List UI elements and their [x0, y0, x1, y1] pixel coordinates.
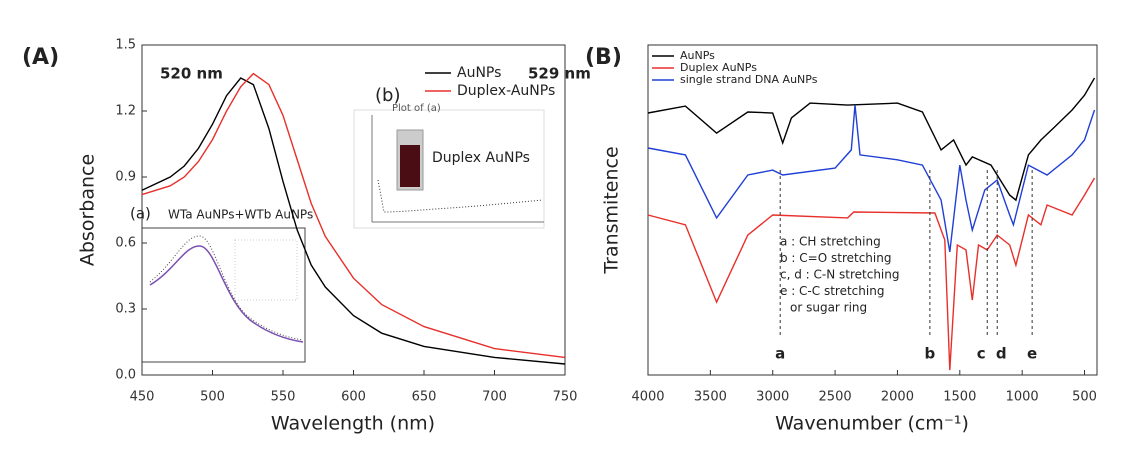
y-axis-label: Absorbance [77, 154, 99, 266]
x-tick-label: 3000 [756, 390, 789, 405]
y-tick-label: 0.9 [115, 170, 136, 185]
series-line [141, 77, 566, 365]
y-tick-label: 0.0 [115, 368, 136, 383]
plot-frame [647, 44, 1098, 376]
inset-frame [353, 109, 545, 229]
annotation: 520 nm [160, 65, 223, 83]
x-tick-label: 2500 [819, 390, 852, 405]
marker-label: b [924, 345, 935, 363]
inset-legend [234, 239, 298, 301]
y-tick-label: 1.5 [115, 38, 136, 53]
note: a : CH stretching [780, 235, 881, 249]
note: or sugar ring [790, 301, 867, 315]
series-line [647, 105, 1096, 253]
y-axis-label: Transmitence [601, 146, 623, 274]
x-tick-label: 550 [271, 390, 296, 405]
legend-label: single strand DNA AuNPs [680, 73, 818, 86]
annotation: 529 nm [528, 65, 591, 83]
x-tick-label: 600 [341, 390, 366, 405]
inset-title: WTa AuNPs+WTb AuNPs [168, 208, 313, 222]
note: b : C=O stretching [780, 251, 891, 265]
marker-label: d [996, 345, 1007, 363]
x-tick-label: 450 [130, 390, 155, 405]
x-tick-label: 750 [553, 390, 578, 405]
inset-curve [149, 245, 304, 343]
inset-frame [141, 227, 306, 363]
y-tick-label: 0.3 [115, 302, 136, 317]
x-tick-label: 1000 [1006, 390, 1039, 405]
series-line [647, 177, 1096, 371]
inset-title: Plot of (a) [392, 103, 441, 114]
x-tick-label: 700 [482, 390, 507, 405]
y-tick-label: 0.6 [115, 236, 136, 251]
x-tick-label: 3500 [694, 390, 727, 405]
inset-label: (b) [375, 85, 400, 106]
x-tick-label: 500 [1072, 390, 1097, 405]
legend-label: Duplex-AuNPs [457, 83, 555, 99]
note: e : C-C stretching [780, 284, 884, 298]
x-axis-label: Wavelength (nm) [271, 413, 435, 435]
x-tick-label: 2000 [881, 390, 914, 405]
inset-label: (a) [130, 205, 151, 223]
panel-label: (A) [22, 45, 59, 70]
series-line [141, 72, 566, 359]
x-tick-label: 500 [200, 390, 225, 405]
x-tick-label: 650 [412, 390, 437, 405]
note: c, d : C-N stretching [780, 268, 900, 282]
marker-label: a [775, 345, 785, 363]
x-tick-label: 1500 [943, 390, 976, 405]
inset-curve [377, 179, 544, 213]
x-axis-label: Wavenumber (cm⁻¹) [775, 413, 969, 435]
marker-label: e [1027, 345, 1037, 363]
legend-label: AuNPs [457, 65, 501, 81]
legend-label: AuNPs [680, 49, 715, 62]
inset-text: Duplex AuNPs [432, 150, 530, 166]
marker-label: c [977, 345, 986, 363]
series-line [647, 77, 1096, 202]
vial-liquid [400, 145, 420, 187]
x-tick-label: 4000 [631, 390, 664, 405]
y-tick-label: 1.2 [115, 104, 136, 119]
legend-label: Duplex AuNPs [680, 61, 757, 74]
panel-label: (B) [585, 45, 622, 70]
